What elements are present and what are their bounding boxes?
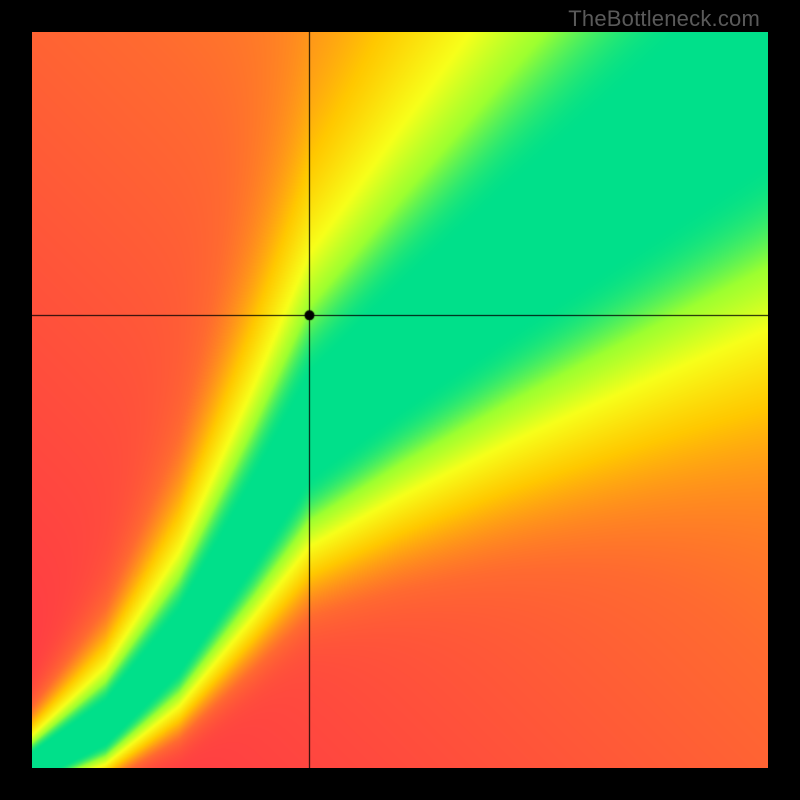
watermark-text: TheBottleneck.com xyxy=(568,6,760,32)
heatmap-canvas xyxy=(32,32,768,768)
chart-container: TheBottleneck.com xyxy=(0,0,800,800)
